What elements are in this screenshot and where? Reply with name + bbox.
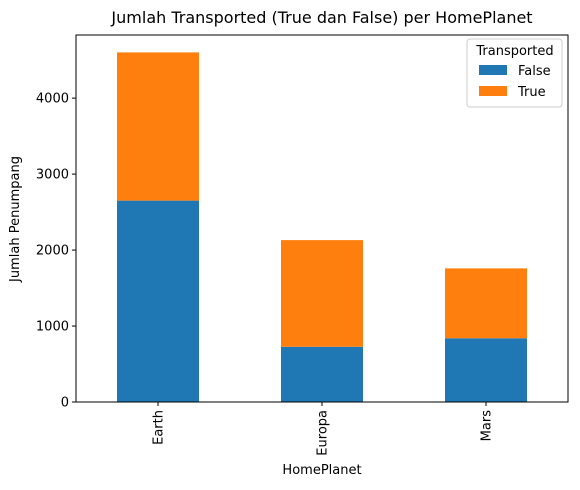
x-tick-label: Europa <box>316 410 331 456</box>
bar-europa-true <box>281 240 363 347</box>
x-tick-label: Mars <box>480 410 495 442</box>
y-tick-label: 3000 <box>36 168 69 183</box>
x-tick-label: Earth <box>152 410 167 445</box>
y-axis: 0 1000 2000 3000 4000 <box>36 92 76 411</box>
y-axis-title: Jumlah Penumpang <box>8 156 23 283</box>
y-tick-label: 0 <box>61 396 69 411</box>
y-tick-label: 1000 <box>36 320 69 335</box>
bar-earth-false <box>117 200 199 402</box>
chart-title: Jumlah Transported (True dan False) per … <box>110 8 532 27</box>
bar-europa-false <box>281 346 363 402</box>
legend-title: Transported <box>475 44 553 59</box>
bars-group <box>117 52 527 402</box>
bar-mars-true <box>445 268 527 339</box>
x-axis: Earth Europa Mars <box>152 402 495 456</box>
legend-label-true: True <box>517 85 546 100</box>
legend-swatch-true <box>479 86 507 96</box>
legend-label-false: False <box>518 64 551 79</box>
legend-swatch-false <box>479 65 507 75</box>
legend: Transported False True <box>466 38 563 108</box>
y-tick-label: 4000 <box>36 92 69 107</box>
bar-earth-true <box>117 52 199 201</box>
y-tick-label: 2000 <box>36 244 69 259</box>
bar-mars-false <box>445 338 527 402</box>
x-axis-title: HomePlanet <box>282 463 361 478</box>
